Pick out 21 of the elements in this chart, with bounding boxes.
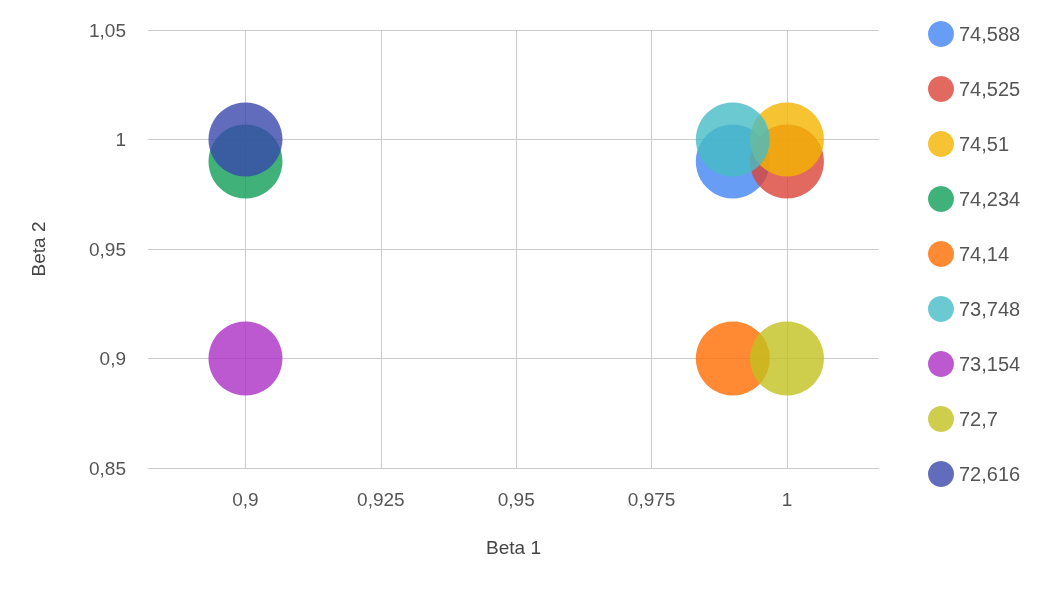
x-tick-label: 0,95 [497,489,535,510]
legend-label: 73,748 [959,298,1021,320]
x-tick-label: 0,975 [627,489,676,510]
legend-label: 74,14 [959,243,1010,265]
legend-label: 72,7 [959,408,998,430]
y-axis-title: Beta 2 [28,221,49,277]
legend-label: 74,234 [959,188,1021,210]
x-tick-label: 1 [781,489,793,510]
legend-label: 74,51 [959,133,1010,155]
legend-label: 74,525 [959,78,1021,100]
legend-label: 73,154 [959,353,1021,375]
y-tick-label: 1 [115,129,126,150]
x-tick-label: 0,9 [232,489,259,510]
y-tick-label: 0,95 [89,238,126,260]
legend-label: 72,616 [959,463,1021,485]
y-tick-label: 0,9 [99,348,126,369]
x-axis-title: Beta 1 [486,537,541,558]
y-tick-label: 1,05 [89,19,126,41]
legend-label: 74,588 [959,23,1021,45]
x-tick-label: 0,925 [357,489,405,510]
y-tick-label: 0,85 [89,457,126,479]
